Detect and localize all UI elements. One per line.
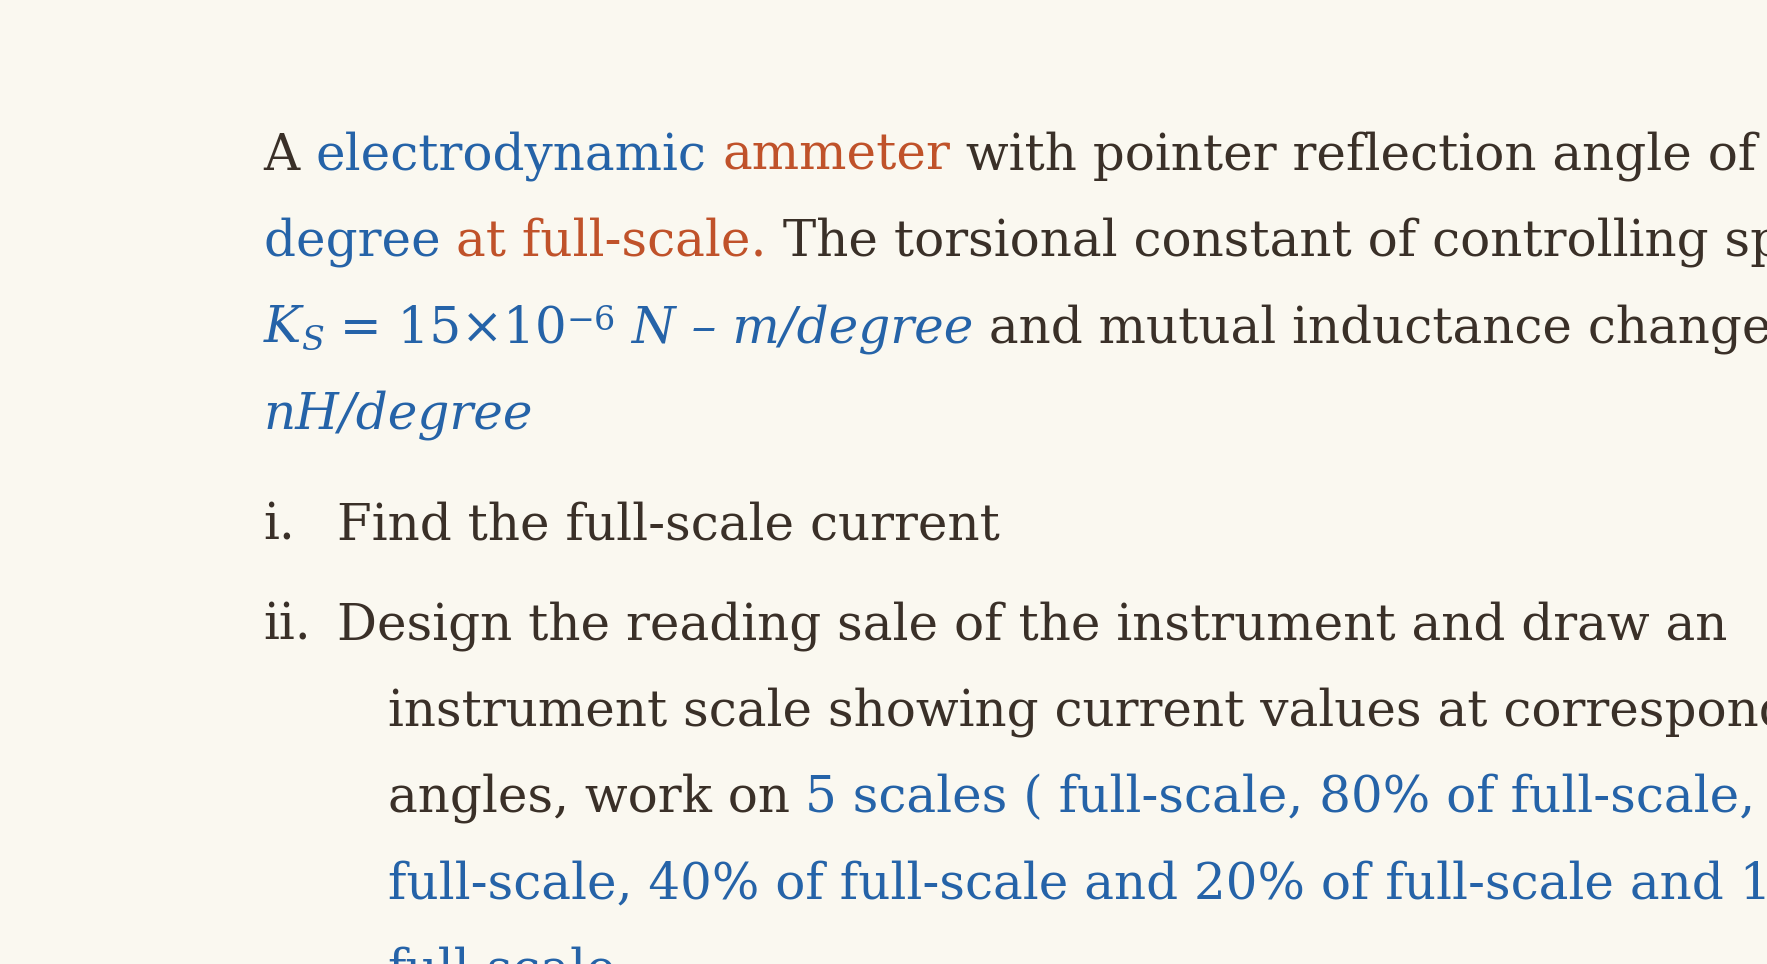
Text: electrodynamic: electrodynamic (316, 131, 707, 181)
Text: A: A (263, 131, 316, 180)
Text: The torsional constant of controlling spring is: The torsional constant of controlling sp… (767, 217, 1767, 267)
Text: 5 scales ( full-scale, 80% of full-scale, 60% of: 5 scales ( full-scale, 80% of full-scale… (806, 773, 1767, 822)
Text: degree: degree (263, 217, 456, 267)
Text: at full-scale.: at full-scale. (456, 217, 767, 267)
Text: K: K (263, 304, 300, 353)
Text: with pointer reflection angle of: with pointer reflection angle of (951, 131, 1767, 181)
Text: full-scale, 40% of full-scale and 20% of full-scale and 10% of: full-scale, 40% of full-scale and 20% of… (387, 860, 1767, 909)
Text: ii.: ii. (263, 601, 311, 651)
Text: and mutual inductance change is: and mutual inductance change is (974, 304, 1767, 354)
Text: Find the full-scale current: Find the full-scale current (337, 500, 1000, 550)
Text: ammeter: ammeter (723, 131, 951, 180)
Text: Design the reading sale of the instrument and draw an: Design the reading sale of the instrumen… (337, 601, 1728, 651)
Text: i.: i. (263, 500, 295, 550)
Text: angles, work on: angles, work on (387, 773, 806, 823)
Text: nH/degree: nH/degree (263, 389, 534, 440)
Text: = 15×10: = 15×10 (323, 304, 567, 353)
Text: N – m/degree: N – m/degree (615, 304, 974, 354)
Text: −6: −6 (567, 305, 615, 336)
Text: full-scale: full-scale (387, 946, 617, 964)
Text: S: S (300, 325, 323, 357)
Text: instrument scale showing current values at corresponding: instrument scale showing current values … (387, 687, 1767, 737)
